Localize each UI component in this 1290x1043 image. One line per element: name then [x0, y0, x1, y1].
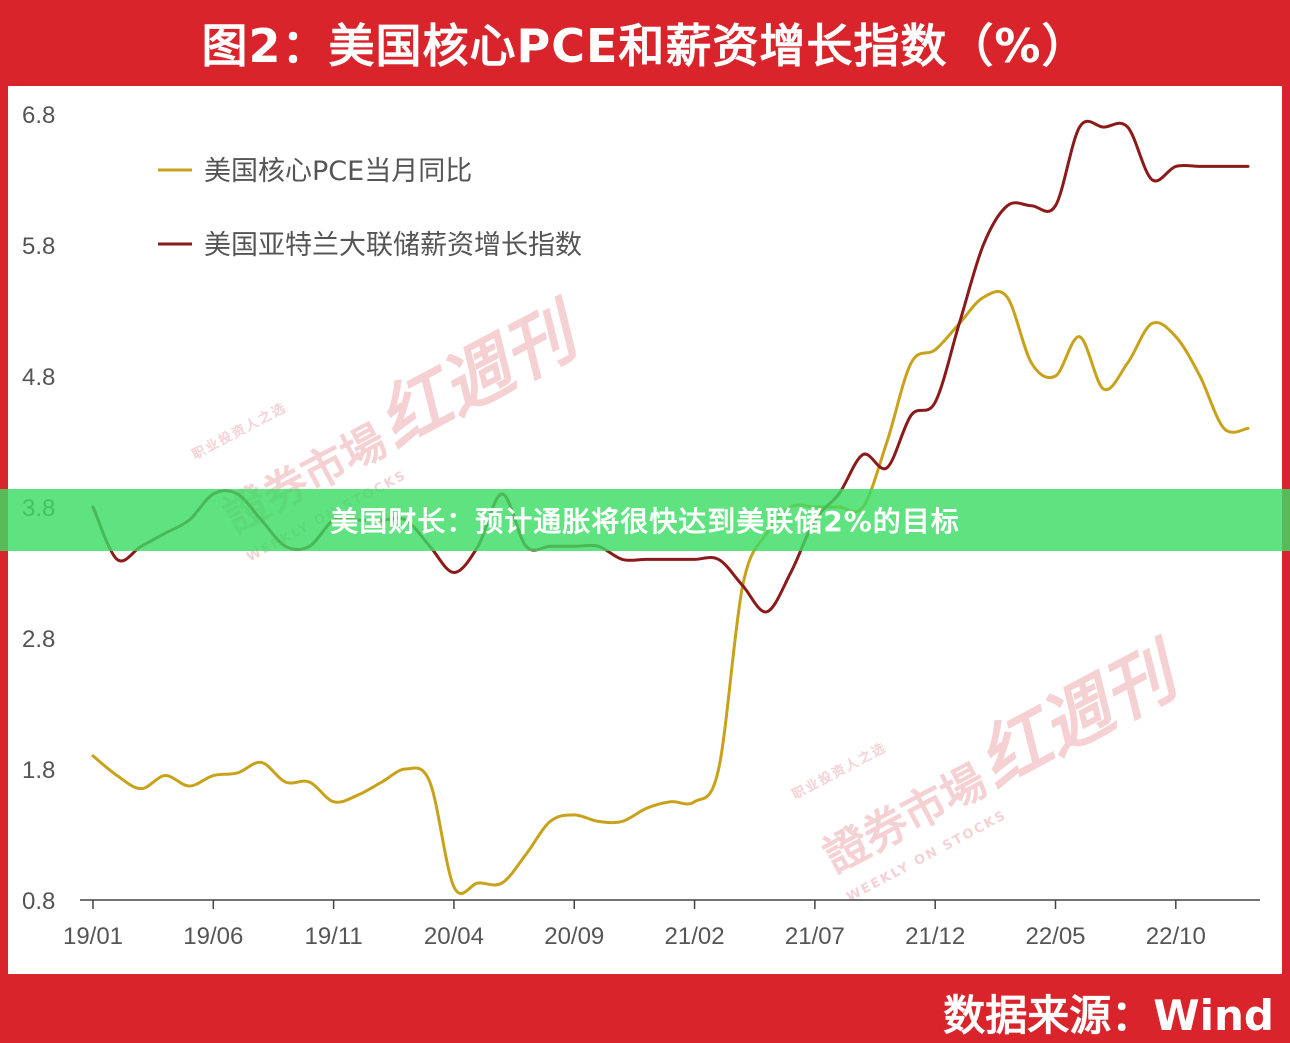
x-tick-label: 21/12: [905, 923, 965, 950]
x-tick-label: 21/02: [665, 923, 725, 950]
y-tick-label: 6.8: [22, 102, 55, 129]
x-tick-label: 22/10: [1146, 923, 1206, 950]
title-bar: 图2：美国核心PCE和薪资增长指数（%）: [0, 0, 1290, 86]
footer-bar: 数据来源：Wind: [0, 974, 1290, 1040]
line-chart: 6.85.84.83.82.81.80.819/0119/0619/1120/0…: [22, 102, 1260, 950]
news-banner-text: 美国财长：预计通胀将很快达到美联储2%的目标: [330, 505, 960, 538]
x-tick-label: 20/04: [424, 923, 484, 950]
x-tick-label: 19/01: [63, 923, 123, 950]
y-tick-label: 2.8: [22, 626, 55, 653]
x-tick-label: 19/06: [183, 923, 243, 950]
news-banner[interactable]: 美国财长：预计通胀将很快达到美联储2%的目标: [0, 489, 1290, 551]
x-tick-label: 22/05: [1025, 923, 1085, 950]
x-tick-label: 21/07: [785, 923, 845, 950]
legend-label: 美国核心PCE当月同比: [204, 156, 472, 187]
x-tick-label: 20/09: [544, 923, 604, 950]
y-tick-label: 0.8: [22, 888, 55, 915]
pce-series-line: [91, 289, 1250, 895]
legend-label: 美国亚特兰大联储薪资增长指数: [204, 230, 582, 261]
chart-title: 图2：美国核心PCE和薪资增长指数（%）: [201, 19, 1089, 73]
y-tick-label: 5.8: [22, 233, 55, 260]
y-tick-label: 4.8: [22, 364, 55, 391]
y-tick-label: 1.8: [22, 757, 55, 784]
source-label: 数据来源：Wind: [943, 991, 1274, 1040]
x-tick-label: 19/11: [304, 923, 362, 950]
